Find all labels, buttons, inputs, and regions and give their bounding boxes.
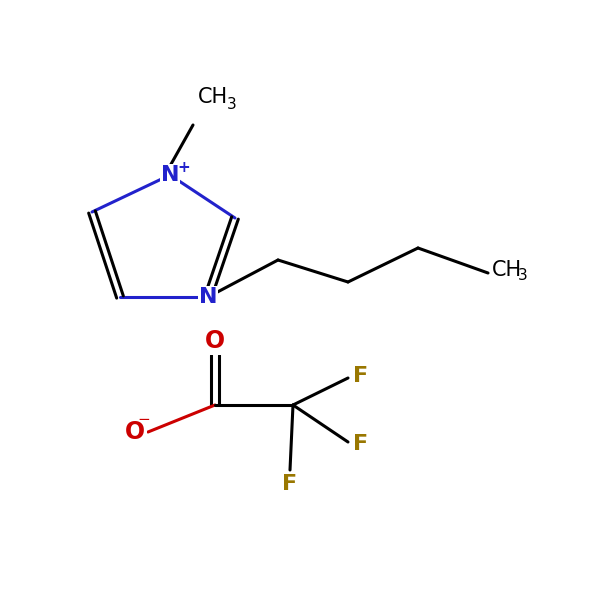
Text: CH: CH (198, 87, 228, 107)
Text: N: N (160, 165, 179, 185)
Text: O: O (205, 329, 225, 353)
Text: 3: 3 (518, 267, 527, 283)
Text: F: F (283, 474, 297, 494)
Text: CH: CH (492, 260, 522, 280)
Text: O: O (125, 420, 145, 444)
Text: 3: 3 (227, 97, 237, 112)
Text: F: F (353, 366, 369, 386)
Text: +: + (178, 159, 191, 175)
Text: N: N (199, 287, 217, 307)
Text: −: − (137, 411, 150, 427)
Text: F: F (353, 434, 369, 454)
